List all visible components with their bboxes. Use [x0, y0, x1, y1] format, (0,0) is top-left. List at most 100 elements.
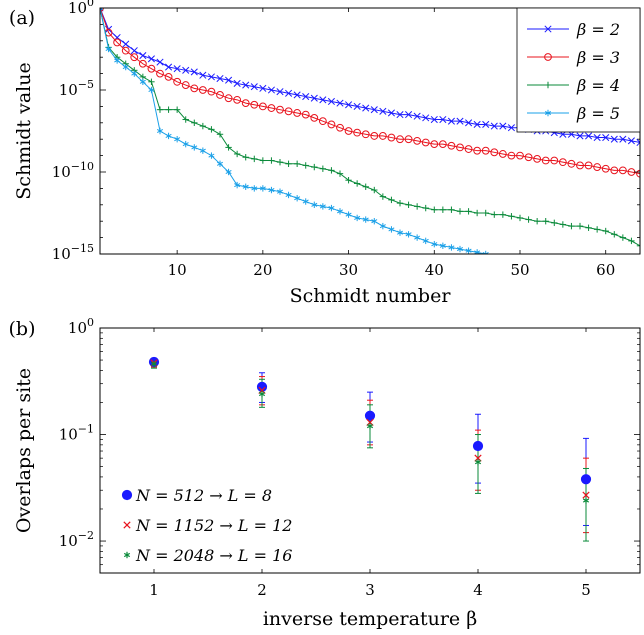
x-tick-label: 20	[253, 261, 272, 279]
y-axis-label: Schmidt value	[13, 62, 35, 199]
data-point	[208, 152, 215, 159]
data-point	[448, 244, 455, 251]
data-point	[362, 216, 369, 223]
data-point	[405, 111, 413, 119]
data-point	[327, 97, 335, 106]
data-point	[150, 360, 158, 368]
data-point	[413, 203, 421, 210]
data-point	[364, 410, 376, 421]
data-point	[285, 191, 292, 199]
data-point	[216, 91, 224, 99]
data-point	[191, 119, 198, 126]
data-point	[224, 94, 233, 103]
data-point	[181, 81, 190, 89]
data-point	[208, 126, 215, 133]
data-point	[438, 140, 447, 149]
legend-entry: β = 5	[576, 104, 620, 123]
data-point	[636, 242, 640, 249]
legend-entry: β = 4	[576, 76, 620, 95]
data-point	[259, 84, 267, 92]
data-point	[524, 153, 533, 162]
y-tick-label: 10−5	[59, 78, 94, 99]
data-point	[173, 65, 181, 73]
data-point	[327, 120, 336, 129]
data-point	[370, 132, 379, 140]
data-point	[498, 150, 507, 158]
data-point	[541, 156, 550, 165]
data-point	[156, 69, 164, 78]
data-point	[207, 87, 216, 96]
data-point	[473, 120, 481, 128]
data-point	[456, 208, 464, 215]
data-point	[182, 116, 189, 123]
data-point	[405, 231, 412, 238]
data-point	[413, 136, 422, 145]
x-tick-label: 40	[425, 261, 444, 279]
data-point	[293, 160, 301, 167]
y-axis-label: Overlaps per site	[13, 368, 35, 533]
data-point	[551, 219, 558, 227]
data-point	[499, 122, 507, 130]
data-point	[276, 188, 284, 195]
data-point	[361, 130, 370, 139]
data-point	[311, 163, 318, 171]
data-point	[482, 209, 489, 217]
data-point	[472, 440, 484, 452]
data-point	[233, 150, 241, 158]
data-point	[508, 213, 515, 220]
data-point	[268, 186, 275, 194]
data-point	[611, 231, 618, 238]
data-point	[122, 63, 129, 71]
series-points-1	[148, 356, 592, 485]
data-point	[293, 91, 301, 99]
legend-marker	[121, 489, 133, 501]
data-point	[139, 52, 147, 60]
data-point	[302, 198, 309, 205]
x-tick-label: 4	[473, 581, 483, 599]
data-point	[507, 124, 515, 132]
data-point	[276, 88, 284, 96]
data-point	[370, 106, 378, 114]
series-3	[151, 359, 589, 542]
data-point	[610, 135, 618, 143]
data-point	[182, 66, 190, 74]
data-point	[216, 160, 224, 167]
legend-marker	[544, 81, 552, 89]
panel-label: (b)	[9, 318, 36, 340]
data-point	[585, 224, 592, 231]
data-point	[354, 214, 361, 222]
data-point	[507, 151, 516, 160]
legend-marker	[544, 25, 552, 33]
data-point	[585, 132, 593, 140]
data-point	[499, 211, 507, 218]
data-point	[165, 106, 172, 113]
data-point	[396, 229, 404, 236]
data-point	[379, 222, 386, 230]
data-point	[576, 132, 584, 140]
legend-entry: N = 512 → L = 8	[135, 486, 272, 505]
data-point	[225, 144, 232, 151]
data-point	[242, 183, 249, 190]
data-point	[165, 132, 172, 140]
data-point	[250, 83, 258, 91]
data-point	[182, 140, 189, 148]
y-tick-label: 10−2	[59, 529, 94, 550]
x-tick-label: 50	[510, 261, 529, 279]
data-point	[234, 181, 241, 189]
data-point	[593, 134, 601, 142]
data-point	[439, 242, 446, 249]
data-point	[353, 128, 362, 137]
data-point	[387, 109, 395, 117]
data-point	[362, 104, 370, 112]
data-point	[336, 170, 344, 177]
x-axis-label: Schmidt number	[290, 285, 452, 307]
data-point	[294, 195, 301, 202]
data-point	[301, 110, 310, 119]
data-point	[310, 113, 319, 122]
data-point	[464, 145, 473, 153]
data-point	[302, 93, 310, 101]
data-point	[190, 68, 198, 76]
data-point	[456, 245, 464, 253]
data-point	[258, 390, 266, 398]
data-point	[636, 138, 640, 147]
